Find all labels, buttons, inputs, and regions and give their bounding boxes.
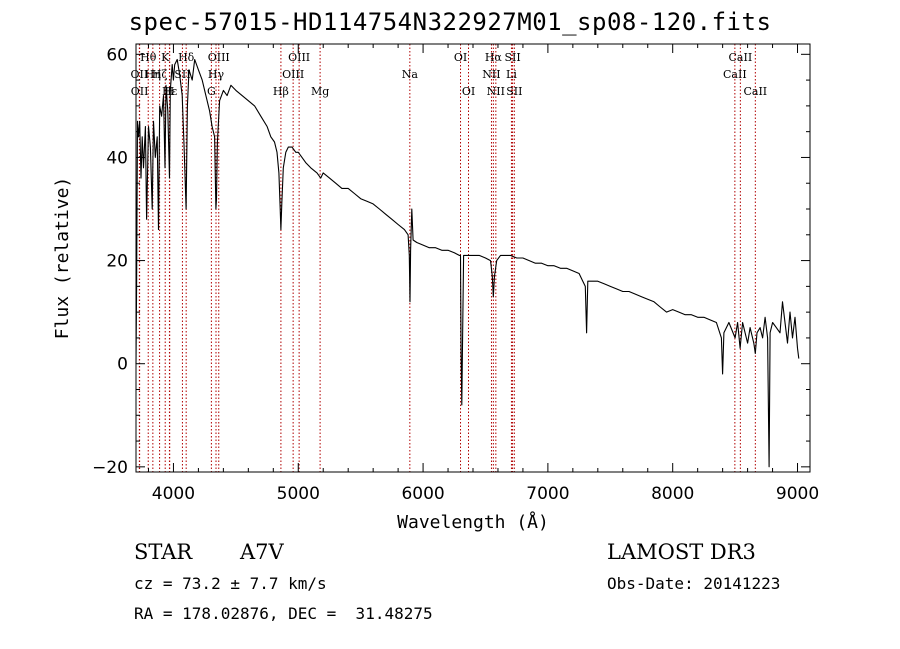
x-axis-label: Wavelength (Å) [397,511,549,533]
line-label: Hε [162,85,178,98]
x-tick-label: 9000 [776,484,819,504]
line-label: Hβ [273,85,289,98]
line-label: OII [131,68,149,81]
line-label: CaII [723,68,747,81]
chart-title: spec-57015-HD114754N322927M01_sp08-120.f… [128,8,772,36]
line-label: OIII [282,68,304,81]
axes: 4000 5000 6000 7000 8000 9000 −20 0 20 40 60 Wavele… [52,43,819,533]
y-axis-label: Flux (relative) [52,177,73,340]
line-label: SII [504,51,520,64]
spectral-line-labels: HθOIIOIIHηHζHεKHHδSIIGHγOIIIHβOIIIOIIIMg… [131,51,768,98]
line-label: Hα [485,51,503,64]
observation-date: Obs-Date: 20141223 [607,574,781,593]
ra-dec-coordinates: RA = 178.02876, DEC = 31.48275 [134,604,433,623]
line-label: G [207,85,216,98]
survey-name: LAMOST DR3 [607,540,756,564]
line-label: Hη [145,68,161,81]
object-type: A7V [240,540,284,564]
line-label: K [161,51,170,64]
line-label: Hδ [178,51,195,64]
line-label: OI [454,51,467,64]
line-label: OI [462,85,475,98]
line-label: OIII [288,51,310,64]
spectrum-series [135,58,800,468]
y-tick-label: 60 [106,45,128,65]
line-label: OIII [208,51,230,64]
line-label: Li [506,68,517,81]
y-tick-label: 20 [106,252,128,272]
series-line-flux [135,58,800,468]
object-class: STAR [134,540,193,564]
redshift-velocity: cz = 73.2 ± 7.7 km/s [134,574,327,593]
x-tick-label: 7000 [526,484,569,504]
plot-frame [135,43,811,473]
line-label: Na [402,68,419,81]
x-tick-label: 6000 [401,484,444,504]
y-tick-label: −20 [92,458,128,478]
line-label: Hθ [140,51,157,64]
line-label: OII [131,85,149,98]
y-tick-label: 40 [106,148,128,168]
line-label: SII [506,85,522,98]
x-tick-label: 4000 [152,484,195,504]
x-tick-label: 8000 [651,484,694,504]
line-label: Hγ [208,68,225,81]
line-label: NII [482,68,500,81]
line-label: Hζ [152,68,168,81]
y-tick-label: 0 [117,355,128,375]
line-label: H [165,85,175,98]
spectral-line-markers [138,44,756,472]
line-label: CaII [729,51,753,64]
line-label: Mg [311,85,329,98]
x-tick-label: 5000 [277,484,320,504]
line-label: CaII [743,85,767,98]
line-label: NII [487,85,505,98]
line-label: SII [174,68,190,81]
